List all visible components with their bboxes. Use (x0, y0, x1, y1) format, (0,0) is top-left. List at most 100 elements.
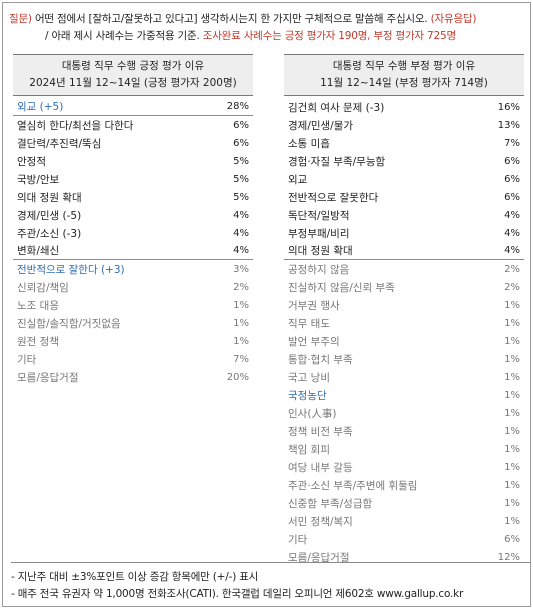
row-value: 1% (504, 515, 520, 527)
table-row: 노조 대응 1% (13, 296, 253, 314)
question-line-1: 질문) 어떤 점에서 [잘하고/잘못하고 있다고] 생각하시는지 한 가지만 구… (9, 11, 529, 28)
row-label: 전반적으로 잘한다 (+3) (17, 263, 125, 276)
row-value: 1% (504, 407, 520, 419)
row-label: 경제/민생/물가 (288, 119, 354, 132)
table-row: 열심히 한다/최선을 다한다 6% (13, 116, 253, 134)
table-row: 거부권 행사 1% (284, 296, 524, 314)
row-label: 여당 내부 갈등 (288, 461, 353, 474)
footer-note-method: - 매주 전국 유권자 약 1,000명 전화조사(CATI). 한국갤럽 데일… (11, 588, 464, 600)
row-value: 13% (497, 119, 520, 131)
row-value: 12% (497, 551, 520, 563)
row-label: 노조 대응 (17, 299, 59, 312)
negative-table-title: 대통령 직무 수행 부정 평가 이유 (332, 60, 476, 72)
positive-table-subtitle: 2024년 11월 12~14일 (긍정 평가자 200명) (29, 77, 237, 89)
positive-table-title: 대통령 직무 수행 긍정 평가 이유 (61, 60, 205, 72)
footer-notes: - 지난주 대비 ±3%포인트 이상 증감 항목에만 (+/-) 표시 - 매주… (11, 562, 531, 603)
row-value: 4% (504, 245, 520, 256)
row-label: 의대 정원 확대 (288, 245, 353, 257)
row-value: 7% (233, 353, 249, 365)
row-value: 4% (233, 227, 249, 239)
table-row: 모름/응답거절 20% (13, 368, 253, 386)
negative-table-rows: 김건희 여사 문제 (-3) 16% 경제/민생/물가 13% 소통 미흡 7% 경험·자질… (284, 96, 524, 566)
row-label: 외교 (+5) (17, 101, 64, 113)
table-row: 경제/민생/물가 13% (284, 116, 524, 134)
table-row: 인사(人事) 1% (284, 404, 524, 422)
table-row: 경제/민생 (-5) 4% (13, 206, 253, 224)
row-label: 국방/안보 (17, 173, 60, 186)
row-value: 16% (497, 101, 520, 113)
table-row: 주관·소신 부족/주변에 휘둘림 1% (284, 476, 524, 494)
table-row: 진실하지 않음/신뢰 부족 2% (284, 278, 524, 296)
row-value: 2% (504, 263, 520, 275)
table-row: 국방/안보 5% (13, 170, 253, 188)
sample-note: / 아래 제시 사례수는 가중적용 기준. (45, 30, 200, 42)
table-row: 변화/쇄신 4% (13, 242, 253, 260)
question-prefix: 질문) (9, 13, 32, 25)
row-value: 6% (233, 137, 249, 149)
positive-table-header: 대통령 직무 수행 긍정 평가 이유 2024년 11월 12~14일 (긍정 … (13, 54, 253, 96)
table-row: 책임 회피 1% (284, 440, 524, 458)
row-label: 책임 회피 (288, 443, 330, 456)
table-row: 의대 정원 확대 5% (13, 188, 253, 206)
row-value: 1% (504, 425, 520, 437)
row-label: 경험·자질 부족/무능함 (288, 155, 386, 168)
row-label: 공정하지 않음 (288, 263, 350, 276)
row-value: 7% (504, 137, 520, 149)
table-row: 원전 정책 1% (13, 332, 253, 350)
row-label: 기타 (17, 353, 37, 366)
row-label: 주관·소신 부족/주변에 휘둘림 (288, 479, 418, 492)
table-row: 결단력/추진력/뚝심 6% (13, 134, 253, 152)
sample-count-note: 조사완료 사례수는 긍정 평가자 190명, 부정 평가자 725명 (202, 30, 456, 42)
row-value: 1% (233, 299, 249, 311)
row-value: 6% (504, 533, 520, 545)
row-value: 1% (504, 443, 520, 455)
table-row: 신뢰감/책임 2% (13, 278, 253, 296)
positive-table-rows: 외교 (+5) 28% 열심히 한다/최선을 다한다 6% 결단력/추진력/뚝심 6% 안정… (13, 96, 253, 386)
row-value: 6% (504, 155, 520, 167)
row-label: 기타 (288, 533, 308, 546)
row-value: 1% (504, 497, 520, 509)
row-label: 인사(人事) (288, 407, 337, 420)
row-label: 김건희 여사 문제 (-3) (288, 101, 385, 114)
row-label: 서민 정책/복지 (288, 515, 353, 528)
row-label: 거부권 행사 (288, 299, 340, 312)
question-line-2: / 아래 제시 사례수는 가중적용 기준. 조사완료 사례수는 긍정 평가자 1… (9, 28, 529, 45)
row-label: 정책 비전 부족 (288, 425, 353, 438)
row-value: 1% (504, 335, 520, 347)
row-value: 4% (233, 245, 249, 256)
row-label: 국정농단 (288, 389, 327, 402)
table-row: 기타 7% (13, 350, 253, 368)
row-value: 28% (226, 101, 249, 112)
table-row: 진실함/솔직함/거짓없음 1% (13, 314, 253, 332)
table-row: 전반적으로 잘한다 (+3) 3% (13, 260, 253, 278)
row-value: 1% (504, 317, 520, 329)
row-label: 진실하지 않음/신뢰 부족 (288, 281, 395, 294)
table-row: 외교 6% (284, 170, 524, 188)
row-value: 5% (233, 191, 249, 203)
negative-reasons-table: 대통령 직무 수행 부정 평가 이유 11월 12~14일 (부정 평가자 71… (284, 54, 524, 566)
question-text: 어떤 점에서 [잘하고/잘못하고 있다고] 생각하시는지 한 가지만 구체적으로… (34, 13, 428, 25)
row-value: 1% (504, 389, 520, 401)
table-row: 의대 정원 확대 4% (284, 242, 524, 260)
table-row: 안정적 5% (13, 152, 253, 170)
row-label: 의대 정원 확대 (17, 191, 82, 204)
question-block: 질문) 어떤 점에서 [잘하고/잘못하고 있다고] 생각하시는지 한 가지만 구… (9, 11, 529, 45)
positive-reasons-table: 대통령 직무 수행 긍정 평가 이유 2024년 11월 12~14일 (긍정 … (13, 54, 253, 386)
table-row: 신중함 부족/성급함 1% (284, 494, 524, 512)
row-value: 1% (504, 461, 520, 473)
row-label: 외교 (288, 173, 308, 186)
footer-note-change: - 지난주 대비 ±3%포인트 이상 증감 항목에만 (+/-) 표시 (11, 571, 259, 583)
row-value: 1% (504, 299, 520, 311)
row-value: 6% (504, 191, 520, 203)
row-value: 4% (504, 209, 520, 221)
table-row: 모름/응답거절 12% (284, 548, 524, 566)
negative-table-header: 대통령 직무 수행 부정 평가 이유 11월 12~14일 (부정 평가자 71… (284, 54, 524, 96)
table-row: 김건희 여사 문제 (-3) 16% (284, 98, 524, 116)
row-value: 6% (233, 119, 249, 131)
table-row: 직무 태도 1% (284, 314, 524, 332)
row-value: 3% (233, 263, 249, 275)
row-value: 1% (504, 353, 520, 365)
table-row: 정책 비전 부족 1% (284, 422, 524, 440)
row-label: 변화/쇄신 (17, 245, 60, 257)
